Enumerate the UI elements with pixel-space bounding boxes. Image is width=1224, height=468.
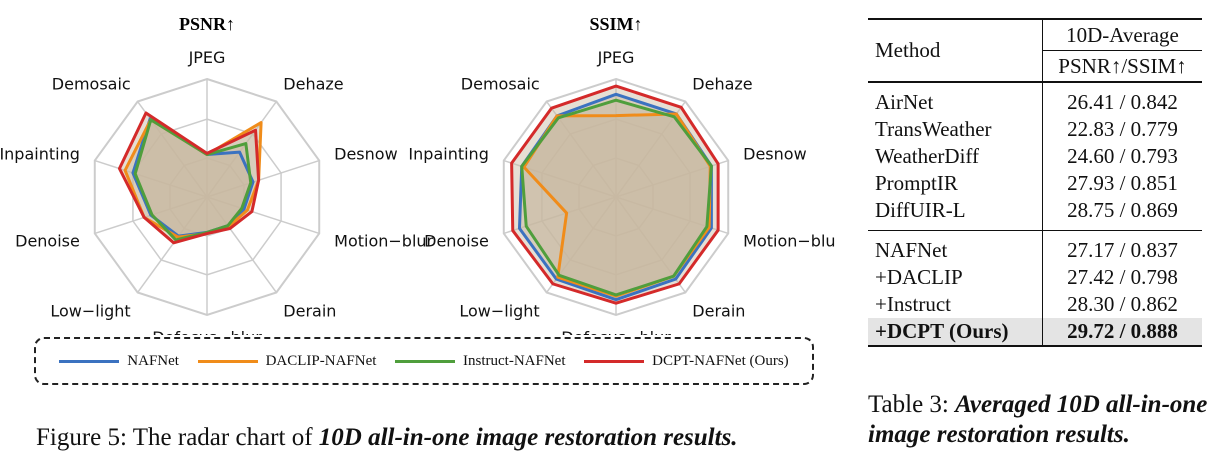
axis-label: JPEG <box>188 48 226 67</box>
radar-title: SSIM↑ <box>589 14 642 34</box>
axis-label: Demosaic <box>461 75 540 94</box>
value-cell: 26.41 / 0.842 <box>1041 82 1202 116</box>
series-area-instruct-nafnet <box>521 100 712 295</box>
axis-label: Dehaze <box>692 75 752 94</box>
table-row: +DCPT (Ours) 29.72 / 0.888 <box>868 318 1202 347</box>
value-cell: 27.93 / 0.851 <box>1041 170 1202 197</box>
method-cell: NAFNet <box>875 238 948 262</box>
table-row: WeatherDiff 24.60 / 0.793 <box>868 143 1202 170</box>
method-cell: WeatherDiff <box>875 144 980 168</box>
legend-label: DCPT-NAFNet (Ours) <box>652 352 789 369</box>
axis-label: Demosaic <box>52 75 131 94</box>
series-line-dcpt-nafnet-ours- <box>117 111 261 245</box>
figure-caption-emphasis: 10D all-in-one image restoration results… <box>318 424 738 451</box>
axis-label: Derain <box>283 301 336 320</box>
legend-swatch <box>584 359 645 363</box>
axis-label: Denoise <box>15 231 80 250</box>
grid-spoke <box>206 159 320 198</box>
axis-label: Desnow <box>334 145 398 164</box>
series-area-dcpt-nafnet-ours- <box>511 86 719 304</box>
axis-label: Defocus−blur <box>561 328 671 335</box>
method-cell: PromptIR <box>875 171 958 195</box>
results-table: Method 10D-Average PSNR↑/SSIM↑ AirNet 26.… <box>868 18 1202 347</box>
legend-item: DCPT-NAFNet (Ours) <box>584 353 789 370</box>
legend-swatch <box>59 359 120 363</box>
results-table-container: Method 10D-Average PSNR↑/SSIM↑ AirNet 26.… <box>868 18 1202 347</box>
axis-label: Denoise <box>424 231 489 250</box>
grid-spoke <box>94 159 208 198</box>
legend-item: Instruct-NAFNet <box>395 352 566 370</box>
legend-label: Instruct-NAFNet <box>463 352 566 369</box>
series-line-dcpt-nafnet-ours- <box>510 84 720 305</box>
table-caption-prefix: Table 3: <box>868 391 956 418</box>
table-caption: Table 3: Averaged 10D all-in-one image r… <box>868 390 1208 450</box>
grid-spoke <box>503 196 617 235</box>
value-cell: 29.72 / 0.888 <box>1041 318 1202 347</box>
table-body-baselines: AirNet 26.41 / 0.842 TransWeather 22.83 / 0… <box>868 82 1202 231</box>
axis-label: Inpainting <box>408 145 488 164</box>
value-cell: 24.60 / 0.793 <box>1041 143 1202 170</box>
series-area-instruct-nafnet <box>135 119 251 240</box>
method-cell: AirNet <box>875 90 934 114</box>
axis-label: Low−light <box>459 301 539 320</box>
radar-title: PSNR↑ <box>179 14 235 34</box>
header-method: Method <box>868 18 1043 83</box>
axis-label: Motion−blur <box>743 231 835 250</box>
method-cell: +Instruct <box>875 292 951 316</box>
axis-label: Motion−blur <box>334 231 433 250</box>
table-row: +Instruct 28.30 / 0.862 <box>868 291 1202 318</box>
method-cell: TransWeather <box>875 117 992 141</box>
grid-spoke <box>206 196 320 235</box>
series-area-daclip-nafnet <box>523 113 711 297</box>
figure-caption: Figure 5: The radar chart of 10D all-in-… <box>36 424 738 452</box>
value-cell: 28.30 / 0.862 <box>1041 291 1202 318</box>
grid-spoke <box>206 101 277 198</box>
grid-spoke <box>137 196 208 293</box>
header-metric: PSNR↑/SSIM↑ <box>1041 50 1202 83</box>
table-row: PromptIR 27.93 / 0.851 <box>868 170 1202 197</box>
method-cell: +DACLIP <box>875 265 963 289</box>
series-area-nafnet <box>132 118 254 237</box>
radar-charts: PSNR↑ JPEG Dehaze Desnow Motion−blur Derain De… <box>0 14 843 347</box>
table-row: +DACLIP 27.42 / 0.798 <box>868 264 1202 291</box>
legend-label: NAFNet <box>127 352 179 369</box>
radar-chart-2: SSIM↑ JPEG Dehaze Desnow Motion−blur Derain De… <box>408 14 842 347</box>
figure-5: PSNR↑ JPEG Dehaze Desnow Motion−blur Derain De… <box>0 14 843 452</box>
legend-swatch <box>197 359 258 363</box>
series-line-instruct-nafnet <box>520 98 713 297</box>
axis-label: JPEG <box>597 48 635 67</box>
value-cell: 27.17 / 0.837 <box>1041 230 1202 264</box>
radar-chart-1: PSNR↑ JPEG Dehaze Desnow Motion−blur Derain De… <box>0 14 434 347</box>
header-group: 10D-Average <box>1041 18 1202 51</box>
axis-label: Derain <box>692 301 745 320</box>
grid-spoke <box>206 196 277 293</box>
chart-legend: NAFNet DACLIP-NAFNet Instruct-NAFNet DCPT-N… <box>34 337 814 385</box>
legend-item: DACLIP-NAFNet <box>197 352 377 370</box>
value-cell: 27.42 / 0.798 <box>1041 264 1202 291</box>
axis-label: Dehaze <box>283 75 343 94</box>
table-row: DiffUIR-L 28.75 / 0.869 <box>868 197 1202 231</box>
value-cell: 22.83 / 0.779 <box>1041 116 1202 143</box>
method-cell: DiffUIR-L <box>868 197 1043 231</box>
axis-label: Desnow <box>743 145 807 164</box>
figure-caption-prefix: Figure 5: The radar chart of <box>36 424 319 451</box>
series-area-nafnet <box>519 94 712 300</box>
grid-spoke <box>137 101 208 198</box>
table-row: AirNet 26.41 / 0.842 <box>868 82 1202 116</box>
method-cell: +DCPT (Ours) <box>868 318 1043 347</box>
table-caption-emphasis: Averaged 10D all-in-one image restoratio… <box>868 391 1208 448</box>
axis-label: Low−light <box>50 301 130 320</box>
value-cell: 28.75 / 0.869 <box>1041 197 1202 231</box>
table-row: NAFNet 27.17 / 0.837 <box>868 230 1202 264</box>
axis-label: Inpainting <box>0 145 80 164</box>
legend-label: DACLIP-NAFNet <box>265 352 377 369</box>
table-subheader-row: PSNR↑/SSIM↑ <box>868 50 1202 83</box>
legend-item: NAFNet <box>59 353 179 370</box>
table-header-row: Method 10D-Average <box>868 18 1202 83</box>
axis-label: Defocus−blur <box>152 328 262 335</box>
table-row: TransWeather 22.83 / 0.779 <box>868 116 1202 143</box>
table-body-nafnet: NAFNet 27.17 / 0.837 +DACLIP 27.42 / 0.798 +… <box>868 230 1202 347</box>
legend-swatch <box>395 359 456 363</box>
